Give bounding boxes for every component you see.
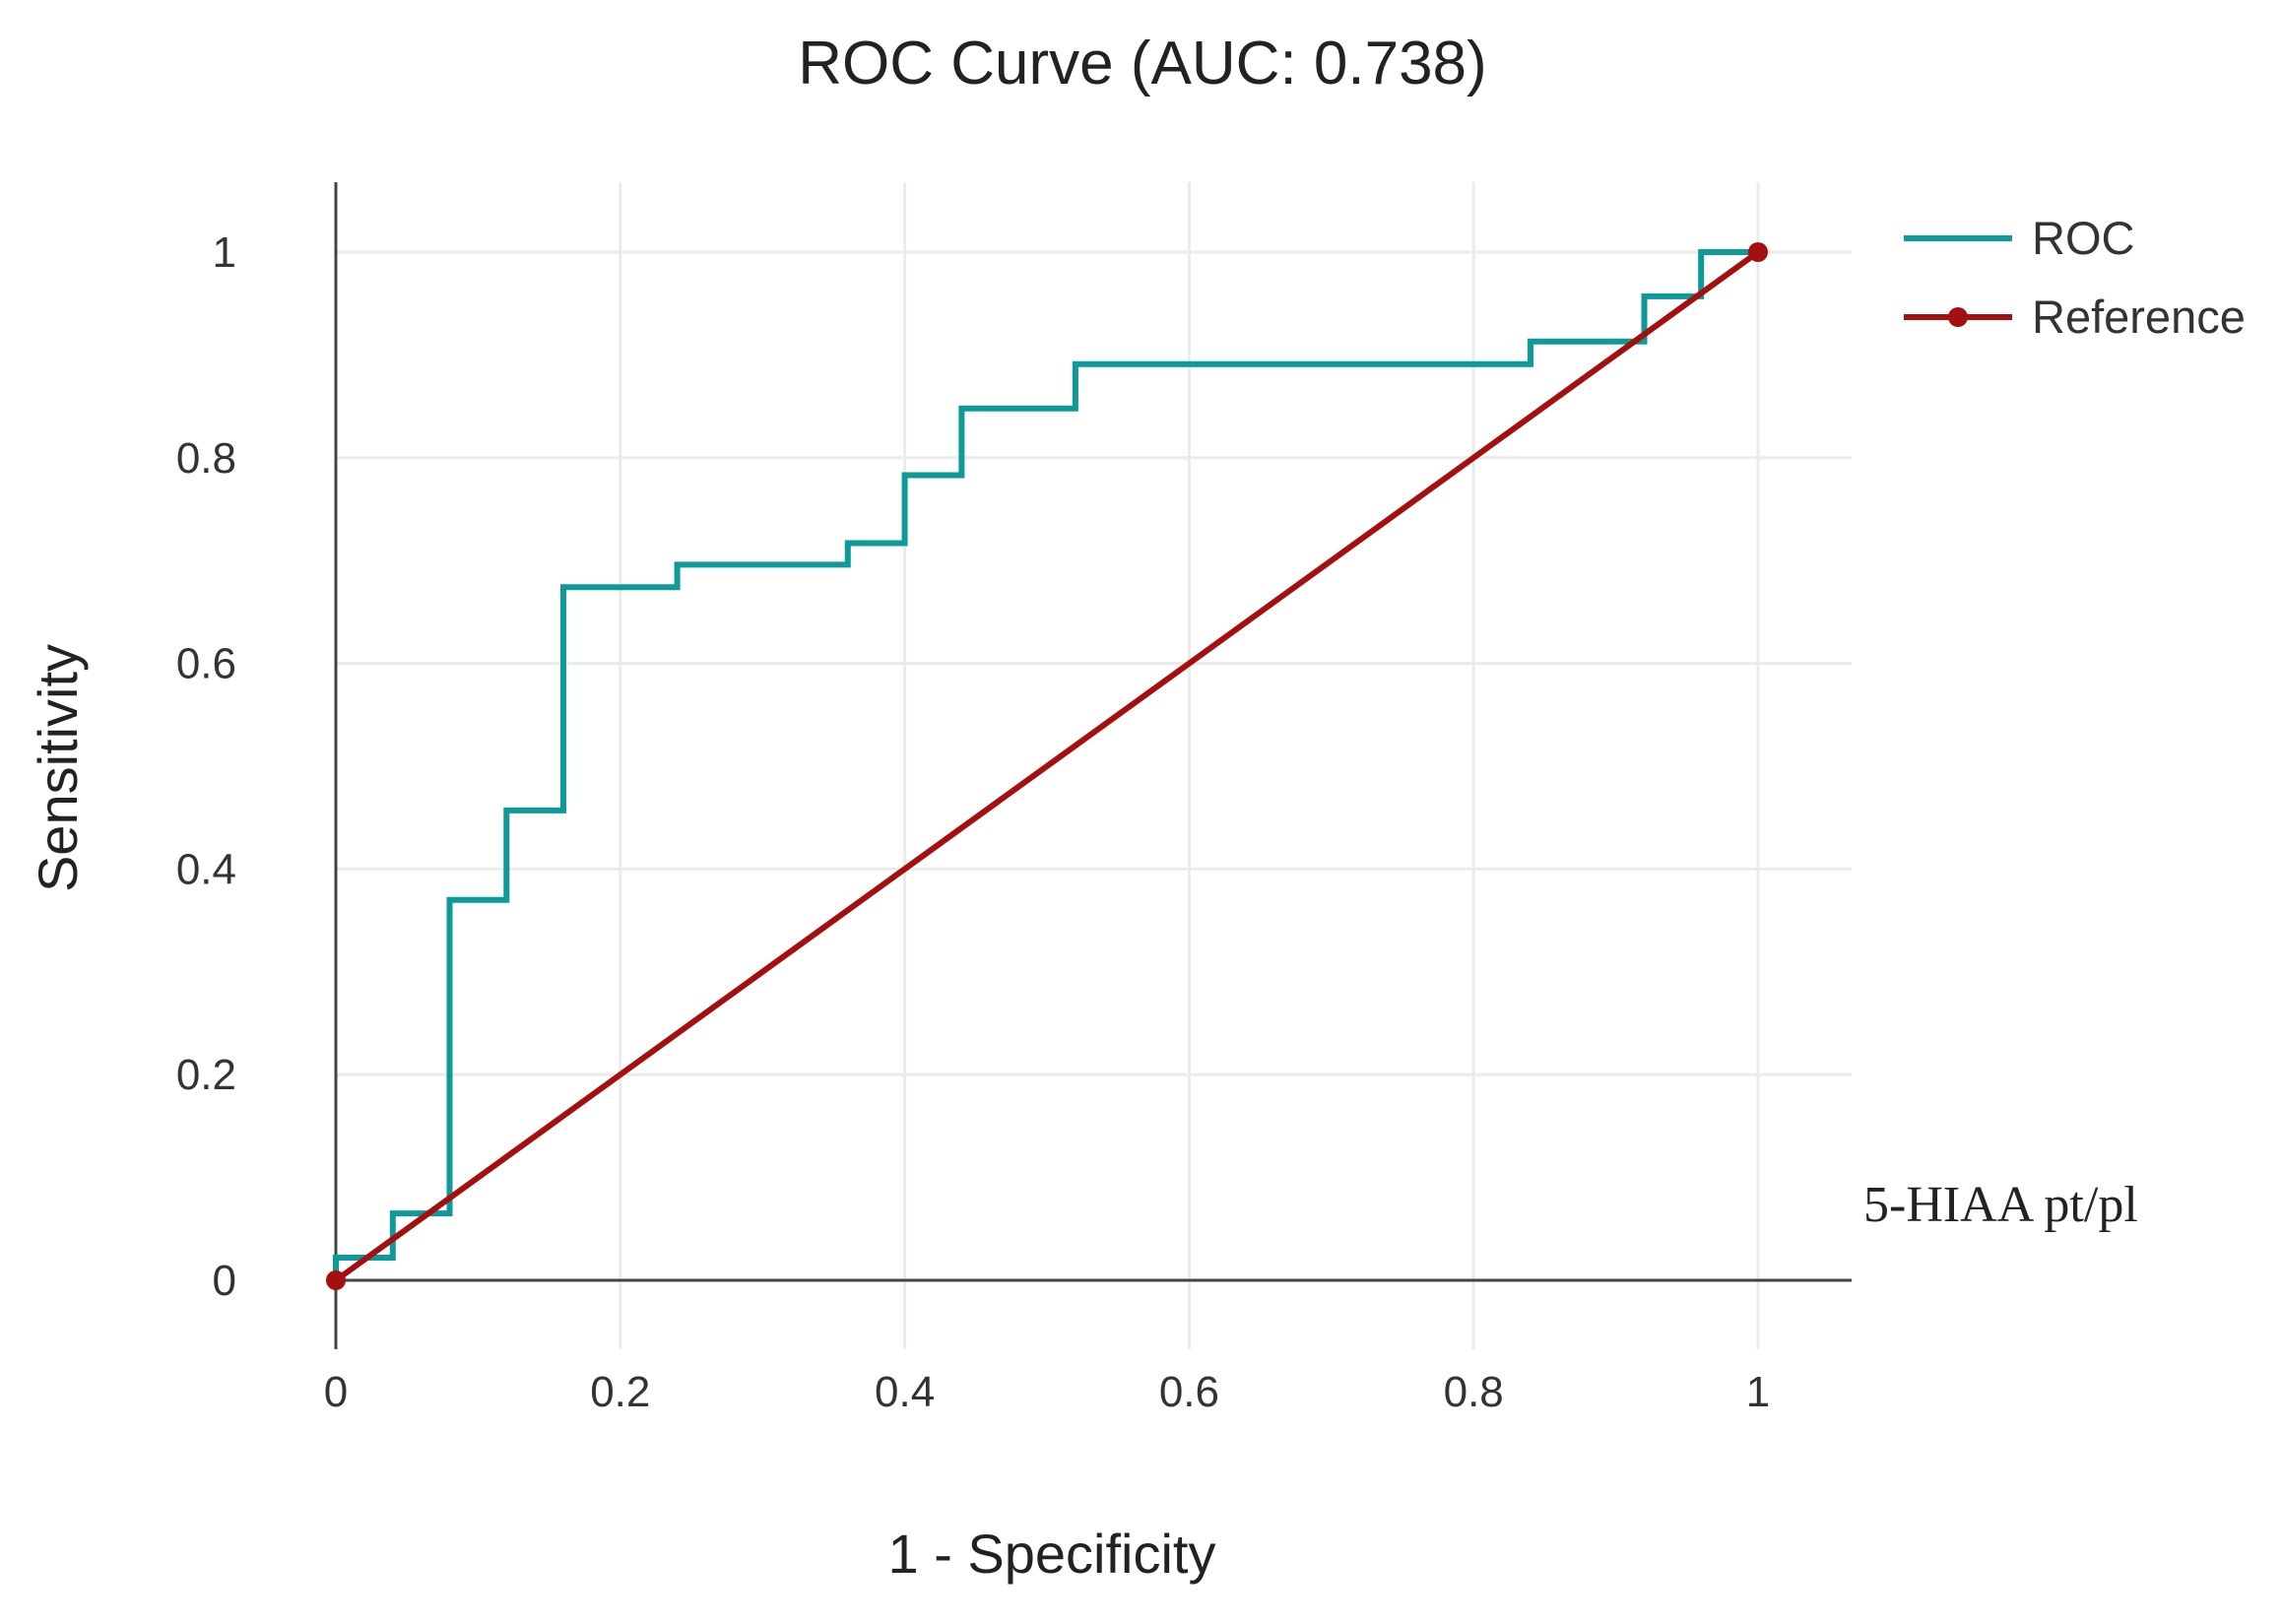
reference-point [326, 1270, 346, 1290]
y-axis-title: Sensitivity [27, 644, 89, 892]
roc-series-line [333, 249, 1758, 1280]
reference-point [1748, 242, 1768, 262]
y-tick-labels: 0 0.2 0.4 0.6 0.8 1 [176, 228, 236, 1305]
x-tick-label: 1 [1746, 1368, 1770, 1416]
x-tick-label: 0 [324, 1368, 348, 1416]
y-tick-label: 0.8 [176, 434, 236, 483]
x-axis-title: 1 - Specificity [888, 1523, 1216, 1585]
x-tick-labels: 0 0.2 0.4 0.6 0.8 1 [324, 1368, 1770, 1416]
y-tick-label: 0.6 [176, 640, 236, 688]
y-tick-label: 0.2 [176, 1051, 236, 1099]
x-tick-label: 0.6 [1159, 1368, 1219, 1416]
x-tick-label: 0.2 [590, 1368, 650, 1416]
grid-lines [336, 182, 1852, 1349]
x-tick-label: 0.8 [1444, 1368, 1504, 1416]
x-tick-label: 0.4 [875, 1368, 935, 1416]
legend-label-reference: Reference [2032, 291, 2246, 343]
y-tick-label: 0.4 [176, 845, 236, 893]
axes [334, 182, 1852, 1349]
annotation-label: 5-HIAA pt/pl [1863, 1177, 2138, 1233]
legend-label-roc: ROC [2032, 212, 2134, 264]
y-tick-label: 0 [213, 1257, 236, 1305]
reference-series-line [334, 249, 1760, 1283]
legend-marker-reference [1948, 307, 1968, 327]
chart-title: ROC Curve (AUC: 0.738) [798, 30, 1486, 97]
series-group [326, 242, 1768, 1290]
legend: ROC Reference [1904, 212, 2246, 343]
y-tick-label: 1 [213, 228, 236, 277]
